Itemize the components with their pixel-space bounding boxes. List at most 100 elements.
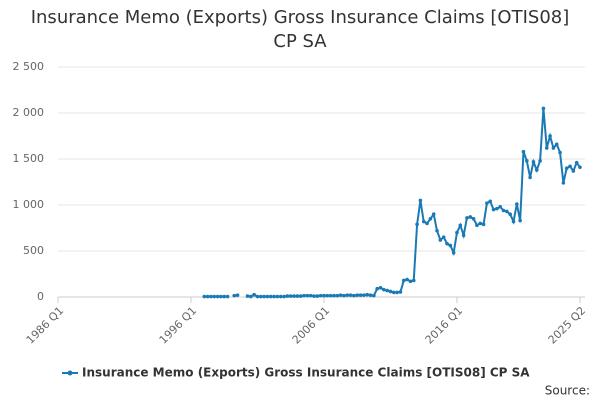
- point: [392, 290, 396, 295]
- point: [308, 293, 313, 298]
- point: [245, 294, 250, 298]
- point: [275, 294, 280, 299]
- point: [342, 293, 346, 298]
- point: [501, 208, 506, 213]
- point: [219, 294, 223, 299]
- point: [352, 293, 356, 298]
- point: [372, 293, 376, 298]
- point: [332, 293, 336, 298]
- line: [204, 108, 581, 298]
- point: [305, 293, 310, 298]
- point: [348, 293, 353, 297]
- chart-title: Insurance Memo (Exports) Gross Insurance…: [30, 7, 570, 52]
- point: [278, 294, 283, 299]
- point: [558, 150, 562, 155]
- point: [358, 293, 363, 297]
- point: [285, 294, 290, 298]
- point: [328, 293, 333, 298]
- point: [268, 294, 273, 299]
- point: [531, 159, 536, 164]
- point: [574, 160, 579, 165]
- point: [418, 198, 423, 203]
- point: [478, 221, 483, 226]
- point: [521, 149, 526, 154]
- point: [382, 287, 386, 292]
- point: [491, 207, 496, 212]
- point: [345, 293, 350, 297]
- point: [441, 235, 446, 239]
- point: [455, 230, 459, 235]
- point: [578, 165, 582, 170]
- point: [468, 215, 473, 219]
- point: [322, 293, 326, 298]
- point: [451, 251, 456, 255]
- point: [288, 294, 293, 298]
- y-tick-label: 500: [23, 244, 44, 257]
- x-tick-label: 2016 Q1: [423, 304, 466, 347]
- point: [564, 166, 569, 170]
- point: [498, 205, 503, 209]
- point: [534, 168, 539, 172]
- point: [225, 294, 230, 299]
- x-tick-label: 1986 Q1: [24, 304, 67, 347]
- legend-marker: [67, 370, 73, 376]
- point: [541, 106, 546, 111]
- point: [202, 294, 207, 299]
- point: [515, 202, 519, 206]
- point: [438, 238, 443, 242]
- point: [568, 164, 572, 169]
- point: [481, 222, 486, 227]
- point: [368, 293, 373, 297]
- point: [215, 294, 220, 299]
- point: [355, 293, 360, 297]
- y-tick-label: 2 500: [13, 60, 45, 73]
- point: [435, 228, 439, 233]
- point: [272, 294, 276, 299]
- point: [548, 134, 552, 138]
- point: [318, 293, 323, 298]
- point: [471, 217, 476, 221]
- point: [388, 289, 393, 294]
- point: [561, 181, 566, 185]
- point: [431, 212, 436, 216]
- point: [262, 294, 266, 299]
- y-tick-label: 1 000: [13, 198, 45, 211]
- point: [295, 294, 300, 298]
- point: [518, 218, 522, 223]
- point: [395, 290, 399, 295]
- point: [325, 293, 330, 298]
- point: [222, 294, 227, 299]
- point: [315, 294, 320, 298]
- point: [312, 294, 316, 298]
- point: [511, 219, 516, 224]
- point: [302, 293, 306, 298]
- point: [259, 294, 263, 299]
- point: [375, 286, 379, 291]
- point: [401, 278, 406, 283]
- point: [255, 294, 260, 299]
- point: [265, 294, 270, 299]
- point: [458, 223, 463, 228]
- point: [461, 233, 466, 238]
- legend-label: Insurance Memo (Exports) Gross Insurance…: [82, 366, 530, 380]
- point: [528, 175, 532, 180]
- point: [445, 241, 449, 246]
- point: [495, 206, 499, 211]
- point: [544, 146, 549, 150]
- point: [448, 243, 453, 248]
- x-tick-label: 1996 Q1: [157, 304, 200, 347]
- point: [525, 159, 529, 163]
- point: [505, 209, 509, 214]
- point: [249, 294, 253, 299]
- point: [488, 199, 493, 204]
- y-tick-label: 0: [37, 290, 44, 303]
- point: [335, 293, 340, 298]
- point: [362, 293, 366, 297]
- x-tick-label: 2006 Q1: [290, 304, 333, 347]
- point: [252, 292, 256, 297]
- point: [292, 294, 296, 298]
- point: [415, 222, 419, 227]
- point: [405, 277, 409, 282]
- point: [465, 216, 469, 220]
